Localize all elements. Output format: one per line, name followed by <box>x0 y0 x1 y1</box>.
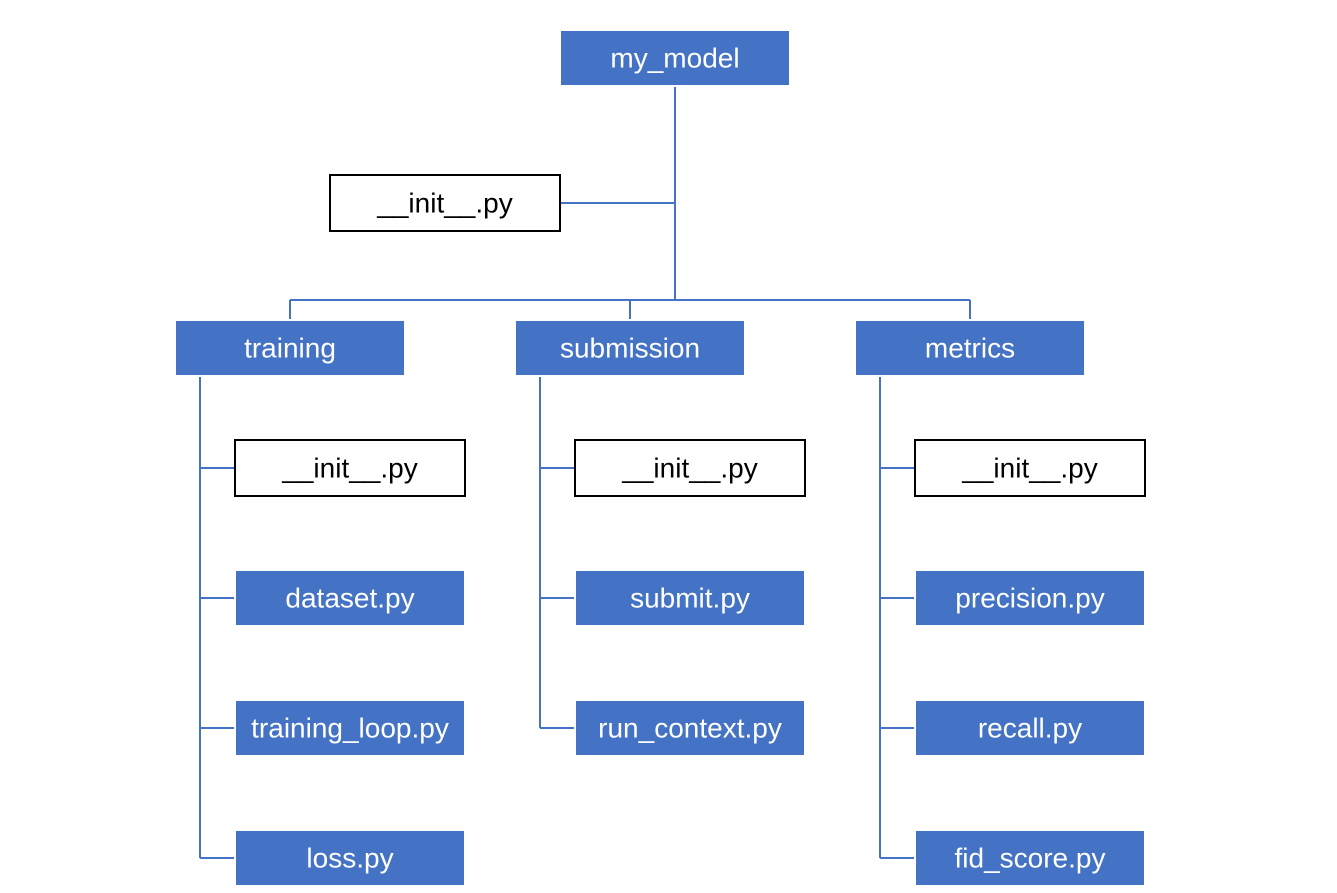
branch-0-child-3-label: loss.py <box>306 843 393 874</box>
branch-1-child-1: submit.py <box>575 570 805 626</box>
branch-2-child-1: precision.py <box>915 570 1145 626</box>
branch-0-child-2: training_loop.py <box>235 700 465 756</box>
branch-2-child-0: __init__.py <box>915 440 1145 496</box>
branch-2-child-3: fid_score.py <box>915 830 1145 886</box>
branch-2-child-2-label: recall.py <box>978 713 1082 744</box>
root-init-file: __init__.py <box>330 175 560 231</box>
branch-0-child-2-label: training_loop.py <box>251 713 449 744</box>
root-folder-label: my_model <box>610 43 739 74</box>
branch-folder-2: metrics <box>855 320 1085 376</box>
root-folder: my_model <box>560 30 790 86</box>
branch-folder-1: submission <box>515 320 745 376</box>
branch-folder-0-label: training <box>244 333 336 364</box>
branch-1-child-1-label: submit.py <box>630 583 750 614</box>
branch-0-child-1-label: dataset.py <box>285 583 414 614</box>
branch-0-child-3: loss.py <box>235 830 465 886</box>
branch-0-child-0: __init__.py <box>235 440 465 496</box>
branch-2-child-2: recall.py <box>915 700 1145 756</box>
branch-2-child-0-label: __init__.py <box>961 453 1097 484</box>
branch-folder-0: training <box>175 320 405 376</box>
branch-folder-1-label: submission <box>560 333 700 364</box>
root-init-file-label: __init__.py <box>376 188 512 219</box>
branch-1-child-2: run_context.py <box>575 700 805 756</box>
directory-tree-diagram: my_model __init__.py training __init__.pyda… <box>0 0 1337 893</box>
branch-1-child-2-label: run_context.py <box>598 713 782 744</box>
branch-folder-2-label: metrics <box>925 333 1015 364</box>
branch-1-child-0-label: __init__.py <box>621 453 757 484</box>
branch-0-child-1: dataset.py <box>235 570 465 626</box>
branch-0-child-0-label: __init__.py <box>281 453 417 484</box>
branch-2-child-1-label: precision.py <box>955 583 1104 614</box>
branch-2-child-3-label: fid_score.py <box>955 843 1106 874</box>
branch-1-child-0: __init__.py <box>575 440 805 496</box>
